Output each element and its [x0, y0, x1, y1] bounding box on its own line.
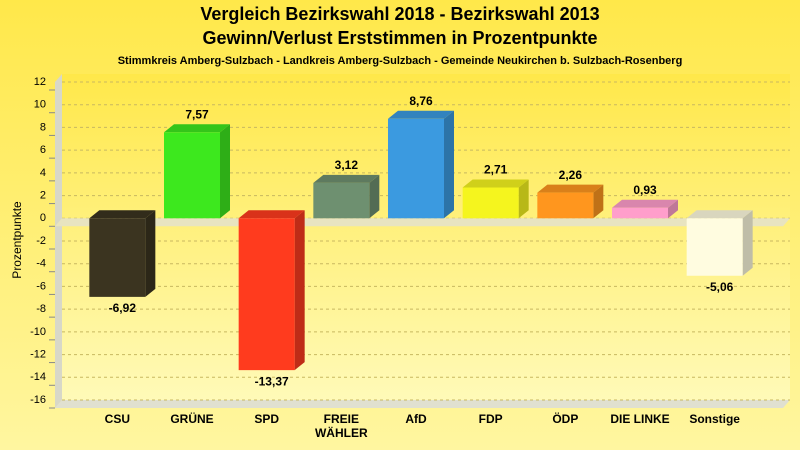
chart-title: Vergleich Bezirkswahl 2018 - Bezirkswahl…	[200, 4, 599, 24]
bar-top	[164, 124, 230, 133]
bar-top	[686, 210, 753, 219]
y-tick-label: -2	[36, 235, 46, 247]
value-label: 0,93	[633, 183, 657, 197]
x-tick-label: SPD	[254, 412, 279, 426]
chart-title: Gewinn/Verlust Erststimmen in Prozentpun…	[202, 28, 597, 48]
value-label: -5,06	[706, 280, 734, 294]
bar-side	[668, 199, 678, 219]
bar-top	[89, 210, 156, 219]
y-tick-label: 2	[40, 189, 46, 201]
bar-side	[593, 184, 604, 219]
value-label: 3,12	[335, 158, 359, 172]
bar-top	[612, 199, 678, 208]
value-label: -13,37	[255, 374, 289, 388]
y-tick-label: -14	[30, 371, 46, 383]
bar	[164, 132, 220, 219]
y-tick-label: 8	[40, 121, 46, 133]
bar-side	[369, 174, 380, 219]
y-tick-label: -10	[30, 326, 46, 338]
y-tick-label: -12	[30, 348, 46, 360]
bar-top	[313, 174, 380, 183]
bar-top	[388, 110, 454, 119]
x-tick-label: Sonstige	[689, 412, 740, 426]
value-label: 2,71	[484, 163, 508, 177]
bar-side	[294, 210, 305, 371]
y-axis-label: Prozentpunkte	[10, 201, 24, 279]
bar-side	[444, 110, 454, 219]
bar-side	[145, 210, 156, 297]
x-tick-label: ÖDP	[552, 412, 579, 426]
y-tick-label: 6	[40, 144, 46, 156]
y-tick-label: 0	[40, 212, 46, 224]
y-tick-label: -8	[36, 303, 46, 315]
x-tick-label: FREIE WÄHLER	[314, 412, 368, 440]
x-tick-label: GRÜNE	[170, 412, 214, 426]
bar	[313, 182, 370, 219]
floor	[55, 400, 790, 408]
x-tick-label: CSU	[104, 412, 130, 426]
x-tick-label: FDP	[478, 412, 503, 426]
y-tick-label: -4	[36, 258, 46, 270]
value-label: -6,92	[109, 301, 137, 315]
bar	[537, 192, 594, 219]
value-label: 8,76	[409, 94, 433, 108]
bar-side	[742, 210, 753, 276]
bar	[388, 118, 444, 219]
chart-subtitle: Stimmkreis Amberg-Sulzbach - Landkreis A…	[118, 55, 683, 67]
y-tick-label: 4	[40, 167, 46, 179]
bar-side	[518, 179, 529, 219]
zero-plane	[55, 218, 790, 227]
y-tick-label: -6	[36, 280, 46, 292]
bar	[612, 207, 668, 219]
bar-top	[462, 179, 529, 188]
bar	[238, 218, 295, 371]
value-label: 2,26	[559, 168, 583, 182]
value-label: 7,57	[185, 107, 209, 121]
left-wall	[55, 74, 62, 408]
bar	[686, 218, 743, 276]
x-tick-label: AfD	[405, 412, 427, 426]
y-tick-label: 12	[34, 76, 46, 88]
bar-top	[537, 184, 604, 193]
bar-top	[238, 210, 305, 219]
x-tick-label: DIE LINKE	[610, 412, 670, 426]
bar-side	[220, 124, 230, 219]
bar	[89, 218, 146, 297]
y-tick-label: 10	[34, 99, 46, 111]
bar	[462, 187, 519, 219]
y-tick-label: -16	[30, 394, 46, 406]
